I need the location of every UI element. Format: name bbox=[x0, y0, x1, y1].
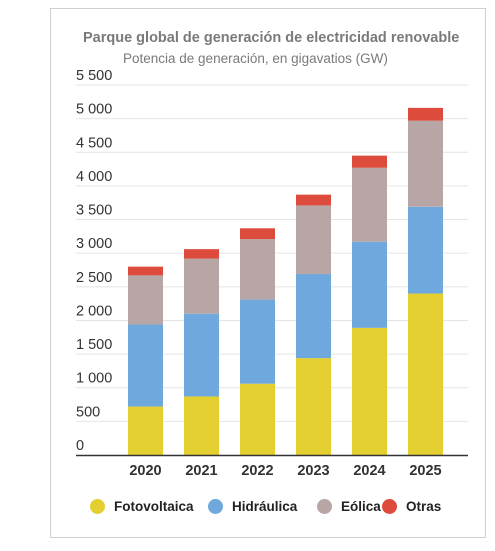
legend-label: Otras bbox=[406, 498, 442, 514]
bar-segment-fotovoltaica-2021 bbox=[184, 396, 219, 455]
y-tick-label: 2 500 bbox=[76, 270, 112, 286]
y-tick-label: 4 000 bbox=[76, 169, 112, 185]
bars bbox=[128, 107, 443, 455]
legend: Fotovoltaica Hidráulica Eólica Otras bbox=[0, 496, 495, 516]
legend-item-fotovoltaica: Fotovoltaica bbox=[90, 496, 194, 516]
bar-segment-eólica-2022 bbox=[240, 239, 275, 300]
bar-segment-hidráulica-2022 bbox=[240, 299, 275, 384]
bar-segment-fotovoltaica-2020 bbox=[128, 406, 163, 455]
y-tick-label: 5 000 bbox=[76, 102, 112, 118]
legend-swatch bbox=[90, 498, 105, 514]
x-tick-label: 2020 bbox=[129, 463, 161, 479]
bar-segment-otras-2025 bbox=[408, 107, 443, 121]
x-tick-label: 2024 bbox=[353, 463, 385, 479]
bar-segment-hidráulica-2024 bbox=[352, 241, 387, 328]
bar-segment-otras-2020 bbox=[128, 266, 163, 276]
legend-swatch bbox=[382, 498, 397, 514]
y-tick-label: 3 000 bbox=[76, 236, 112, 252]
legend-label: Eólica bbox=[341, 498, 381, 514]
y-tick-label: 1 000 bbox=[76, 371, 112, 387]
bar-segment-fotovoltaica-2025 bbox=[408, 293, 443, 455]
y-tick-label: 3 500 bbox=[76, 203, 112, 219]
chart-subtitle: Potencia de generación, en gigavatios (G… bbox=[123, 51, 388, 66]
legend-swatch bbox=[208, 498, 223, 514]
x-tick-label: 2025 bbox=[409, 463, 441, 479]
legend-label: Hidráulica bbox=[232, 498, 298, 514]
x-tick-label: 2023 bbox=[297, 463, 329, 479]
y-tick-label: 0 bbox=[76, 438, 84, 454]
bar-segment-otras-2022 bbox=[240, 228, 275, 240]
chart-title: Parque global de generación de electrici… bbox=[83, 30, 460, 46]
bar-segment-hidráulica-2020 bbox=[128, 324, 163, 407]
legend-item-otras: Otras bbox=[382, 496, 441, 516]
x-tick-label: 2021 bbox=[185, 463, 217, 479]
legend-swatch bbox=[317, 498, 332, 514]
bar-segment-hidráulica-2021 bbox=[184, 313, 219, 397]
legend-label: Fotovoltaica bbox=[114, 498, 194, 514]
bar-segment-fotovoltaica-2023 bbox=[296, 358, 331, 455]
bar-segment-fotovoltaica-2024 bbox=[352, 327, 387, 455]
x-axis-ticks: 2020 2021 2022 2023 2024 2025 bbox=[129, 463, 441, 479]
y-tick-label: 500 bbox=[76, 404, 100, 420]
y-tick-label: 5 500 bbox=[76, 68, 112, 84]
bar-segment-eólica-2023 bbox=[296, 205, 331, 275]
bar-segment-otras-2021 bbox=[184, 249, 219, 259]
legend-item-eólica: Eólica bbox=[317, 496, 381, 516]
bar-segment-eólica-2021 bbox=[184, 258, 219, 314]
bar-segment-otras-2024 bbox=[352, 155, 387, 168]
bar-segment-hidráulica-2025 bbox=[408, 206, 443, 294]
bar-segment-fotovoltaica-2022 bbox=[240, 383, 275, 455]
y-tick-label: 2 000 bbox=[76, 303, 112, 319]
bar-segment-eólica-2024 bbox=[352, 167, 387, 242]
bar-segment-otras-2023 bbox=[296, 194, 331, 206]
bar-segment-hidráulica-2023 bbox=[296, 274, 331, 359]
y-tick-label: 4 500 bbox=[76, 135, 112, 151]
bar-segment-eólica-2020 bbox=[128, 275, 163, 325]
y-axis-ticks: 0 500 1 000 1 500 2 000 2 500 3 000 3 500 4 000 4… bbox=[76, 68, 112, 454]
y-tick-label: 1 500 bbox=[76, 337, 112, 353]
x-tick-label: 2022 bbox=[241, 463, 273, 479]
legend-item-hidráulica: Hidráulica bbox=[208, 496, 297, 516]
bar-segment-eólica-2025 bbox=[408, 120, 443, 207]
